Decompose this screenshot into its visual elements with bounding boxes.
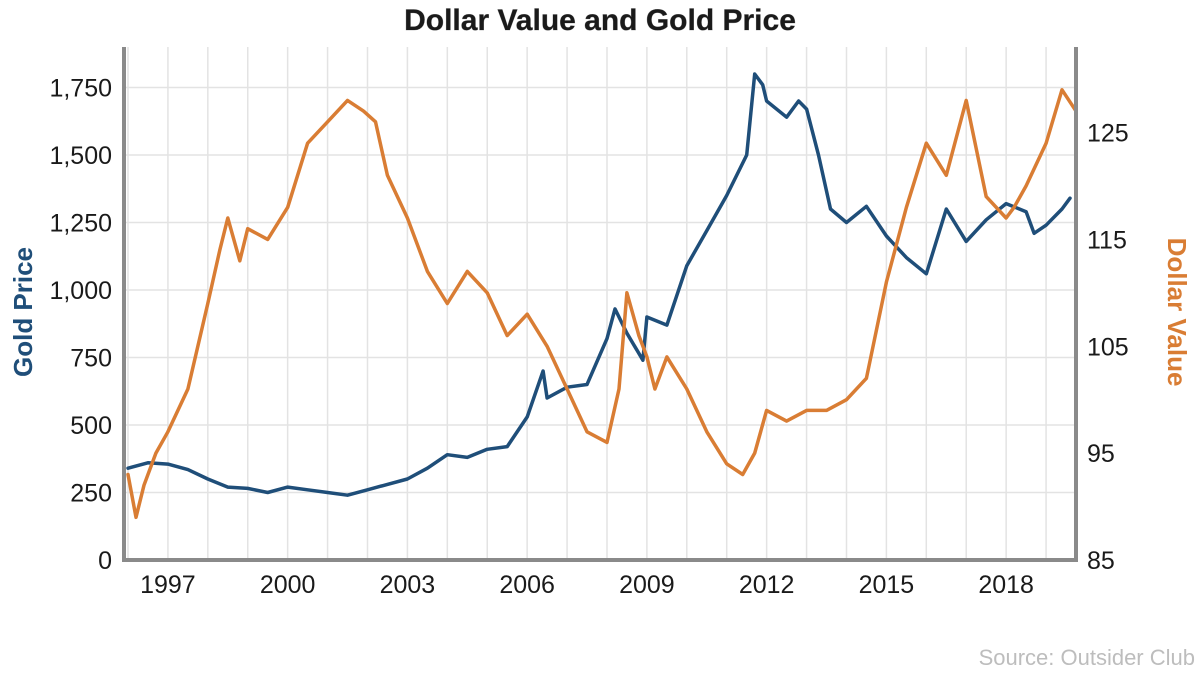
right-tick-label: 85 <box>1087 547 1115 575</box>
left-tick-label: 250 <box>70 480 112 508</box>
gold-price-line <box>126 72 1072 497</box>
gridlines <box>124 47 1076 561</box>
left-axis-label: Gold Price <box>8 247 38 377</box>
right-axis-label: Dollar Value <box>1162 238 1192 387</box>
left-tick-label: 1,000 <box>49 277 112 305</box>
right-tick-label: 115 <box>1087 226 1127 254</box>
dollar-value-line <box>126 88 1078 520</box>
right-tick-label: 95 <box>1087 440 1115 468</box>
left-tick-label: 500 <box>70 412 112 440</box>
x-tick-label: 2000 <box>260 571 316 599</box>
x-tick-label: 2018 <box>978 571 1034 599</box>
left-tick-label: 1,750 <box>49 75 112 103</box>
x-tick-label: 2003 <box>380 571 436 599</box>
x-tick-label: 1997 <box>140 571 196 599</box>
left-tick-label: 750 <box>70 345 112 373</box>
chart-title: Dollar Value and Gold Price <box>404 4 796 37</box>
source-note: Source: Outsider Club <box>979 645 1195 670</box>
left-axis-ticks: 0 250 500 750 1,000 1,250 1,500 1,750 <box>49 75 112 576</box>
left-tick-label: 0 <box>98 547 112 575</box>
series-lines <box>126 72 1078 520</box>
x-tick-label: 2015 <box>859 571 915 599</box>
left-tick-label: 1,500 <box>49 142 112 170</box>
left-tick-label: 1,250 <box>49 210 112 238</box>
x-tick-label: 2006 <box>499 571 555 599</box>
x-tick-label: 2012 <box>739 571 795 599</box>
x-axis-ticks: 1997 2000 2003 2006 2009 2012 2015 2018 <box>140 571 1034 599</box>
right-axis-ticks: 85 95 105 115 125 <box>1087 120 1129 576</box>
x-tick-label: 2009 <box>619 571 675 599</box>
right-tick-label: 125 <box>1087 120 1129 148</box>
right-tick-label: 105 <box>1087 333 1129 361</box>
